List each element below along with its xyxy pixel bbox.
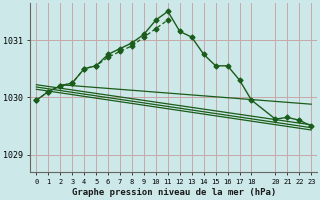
X-axis label: Graphe pression niveau de la mer (hPa): Graphe pression niveau de la mer (hPa): [72, 188, 276, 197]
